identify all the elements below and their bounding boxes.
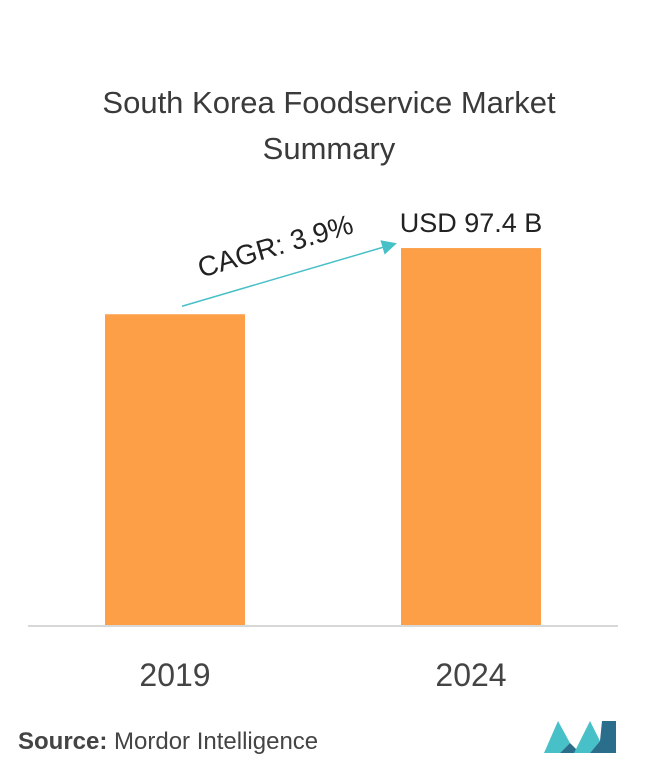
chart-title-line-1: South Korea Foodservice Market [102, 85, 556, 120]
mordor-intelligence-logo-icon [544, 721, 616, 753]
source-label: Source: [18, 728, 108, 755]
source-text: Mordor Intelligence [114, 728, 319, 755]
data-label-2024: USD 97.4 B [400, 208, 543, 238]
source-note: Source: Mordor Intelligence [18, 728, 318, 756]
bar-2019 [105, 314, 245, 625]
x-tick-label-2019: 2019 [139, 657, 210, 693]
x-tick-label-2024: 2024 [435, 657, 506, 693]
chart-title-line-2: Summary [262, 131, 396, 166]
cagr-arrow [181, 240, 397, 307]
cagr-annotation: CAGR: 3.9% [194, 209, 357, 284]
bar-2024 [401, 248, 541, 625]
bar-chart: 2019 2024 USD 97.4 B CAGR: 3.9% [28, 208, 618, 693]
chart-title: South Korea Foodservice Market Summary [0, 80, 658, 172]
